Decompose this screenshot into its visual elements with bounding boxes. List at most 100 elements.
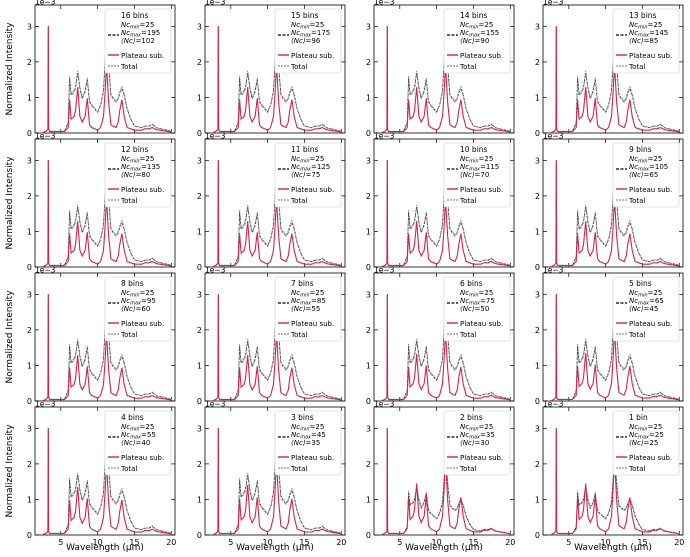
legend-nc-value: =25: [310, 289, 325, 297]
legend-nc-max: Ncmax=125: [291, 163, 330, 173]
y-tick-label: 2: [27, 326, 32, 335]
y-tick-label: 1: [197, 495, 202, 504]
legend-total-label: Total: [120, 63, 137, 71]
y-tick-label: 3: [197, 290, 202, 299]
plateau-line: [550, 428, 680, 536]
legend-nc-mean: ⟨Nc⟩=25: [629, 439, 658, 447]
legend-nc-mean: ⟨Nc⟩=45: [629, 305, 658, 313]
legend-nc-mean: ⟨Nc⟩=30: [460, 439, 489, 447]
y-tick-label: 1: [535, 361, 540, 370]
plateau-line: [212, 294, 342, 402]
legend-nc-value: =25: [310, 155, 325, 163]
offset-label: 1e−3: [374, 400, 395, 409]
legend-bins-label: 14 bins: [460, 11, 488, 20]
legend-nc-min: Ncmin=25: [121, 289, 154, 299]
legend-nc-value: =50: [475, 305, 490, 313]
legend-box: [612, 8, 680, 74]
axes-frame: [542, 406, 684, 536]
legend-plateau-label: Plateau sub.: [460, 454, 503, 462]
legend-box: [443, 410, 511, 476]
legend-nc-value: =25: [140, 289, 155, 297]
axes-frame: [542, 138, 684, 268]
legend-nc-min: Ncmin=25: [291, 289, 324, 299]
y-tick-label: 2: [535, 58, 540, 67]
y-tick-label: 2: [535, 326, 540, 335]
x-axis-label: Wavelength (μm): [236, 543, 314, 553]
y-axis-label: Normalized Intensity: [5, 156, 15, 250]
legend-nc-value: =35: [480, 431, 495, 439]
y-axis-label: Normalized Intensity: [5, 290, 15, 384]
axes-frame: [373, 406, 515, 536]
legend-nc-value: =25: [479, 289, 494, 297]
legend-nc-min: Ncmin=25: [629, 155, 662, 165]
legend-nc-value: =95: [141, 297, 156, 305]
legend-nc-value: =25: [310, 21, 325, 29]
legend-plateau-label: Plateau sub.: [629, 186, 672, 194]
y-tick-label: 2: [366, 192, 371, 201]
y-tick-label: 0: [197, 129, 202, 138]
y-tick-label: 0: [27, 129, 32, 138]
plateau-line: [212, 428, 342, 536]
legend-nc-value: =25: [644, 439, 659, 447]
legend-nc-max: Ncmax=145: [629, 29, 668, 39]
legend-nc-mean: ⟨Nc⟩=65: [629, 171, 658, 179]
x-axis-label: Wavelength (μm): [405, 543, 483, 553]
y-tick-label: 1: [27, 93, 32, 102]
y-tick-label: 0: [366, 397, 371, 406]
legend-nc-min: Ncmin=25: [291, 423, 324, 433]
plateau-line: [42, 294, 172, 402]
legend-nc-min: Ncmin=25: [291, 155, 324, 165]
offset-label: 1e−3: [205, 400, 226, 409]
plateau-line: [212, 26, 342, 134]
legend-nc-value: =25: [140, 21, 155, 29]
plateau-line: [42, 160, 172, 268]
legend-total-label: Total: [120, 465, 137, 473]
legend-nc-min: Ncmin=25: [629, 289, 662, 299]
legend-plateau-label: Plateau sub.: [121, 186, 164, 194]
y-tick-label: 3: [366, 424, 371, 433]
legend-nc-min: Ncmin=25: [291, 21, 324, 31]
y-tick-label: 1: [27, 495, 32, 504]
legend-nc-max: Ncmax=25: [629, 431, 664, 441]
legend-nc-value: =65: [644, 171, 659, 179]
legend-plateau-label: Plateau sub.: [629, 320, 672, 328]
legend-nc-mean: ⟨Nc⟩=75: [291, 171, 320, 179]
legend-nc-value: =75: [306, 171, 321, 179]
legend-box: [274, 142, 342, 208]
y-tick-label: 2: [27, 192, 32, 201]
legend-total-label: Total: [290, 465, 307, 473]
x-tick-label: 15: [637, 538, 647, 547]
y-tick-label: 0: [366, 531, 371, 540]
legend-nc-value: =85: [311, 297, 326, 305]
x-tick-label: 10: [601, 538, 611, 547]
legend-nc-max: Ncmax=55: [121, 431, 156, 441]
legend-plateau-label: Plateau sub.: [291, 52, 334, 60]
y-tick-label: 1: [197, 227, 202, 236]
x-tick-label: 20: [674, 538, 684, 547]
offset-label: 1e−3: [35, 0, 56, 7]
legend-bins-label: 11 bins: [291, 145, 319, 154]
y-tick-label: 1: [27, 227, 32, 236]
legend-nc-value: =25: [648, 289, 663, 297]
x-tick-label: 15: [129, 538, 139, 547]
offset-label: 1e−3: [543, 400, 564, 409]
legend-nc-min: Ncmin=25: [460, 21, 493, 31]
y-tick-label: 1: [535, 227, 540, 236]
legend-nc-value: =25: [649, 431, 664, 439]
legend-nc-value: =75: [480, 297, 495, 305]
x-tick-label: 10: [93, 538, 103, 547]
legend-total-label: Total: [459, 63, 476, 71]
legend-nc-value: =90: [475, 37, 490, 45]
y-tick-label: 3: [27, 424, 32, 433]
y-tick-label: 0: [366, 129, 371, 138]
axes-frame: [373, 4, 515, 134]
x-tick-label: 15: [299, 538, 309, 547]
y-tick-label: 1: [197, 93, 202, 102]
